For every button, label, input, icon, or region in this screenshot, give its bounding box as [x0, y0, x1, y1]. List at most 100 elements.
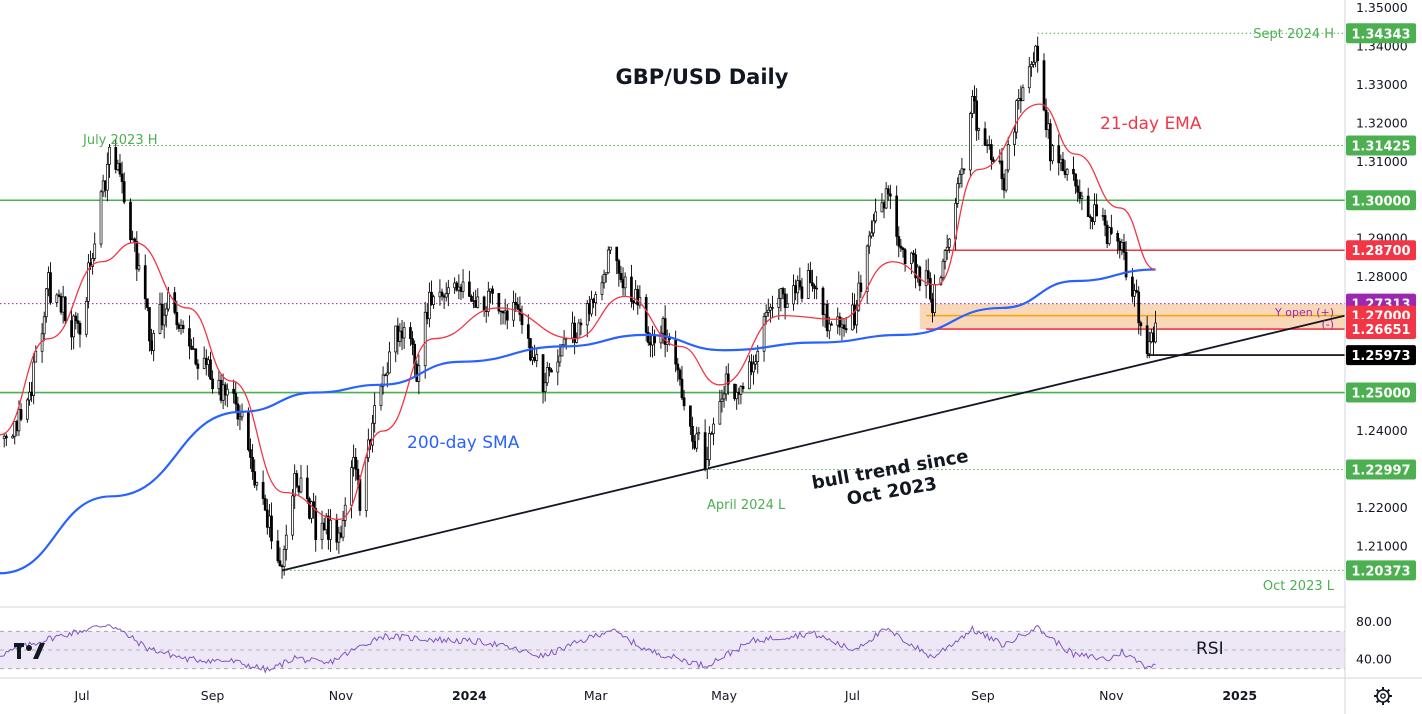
- price-tick-4: 1.31000: [1356, 154, 1408, 169]
- candle-body-103: [308, 498, 311, 519]
- candle-body-99: [295, 473, 299, 487]
- candle-387: [1145, 316, 1149, 359]
- candle-101: [299, 464, 303, 494]
- candle-body-387: [1145, 325, 1149, 354]
- candle-body-368: [1088, 216, 1092, 218]
- candle-body-153: [455, 282, 459, 291]
- candle-body-269: [796, 280, 800, 294]
- price-badge-0: [1346, 23, 1416, 44]
- time-tick-2: Nov: [329, 688, 354, 703]
- candle-body-40: [120, 173, 124, 182]
- candle-body-77: [232, 388, 235, 394]
- candle-128: [381, 366, 385, 395]
- candle-351: [1036, 36, 1040, 73]
- time-tick-7: Sep: [971, 688, 995, 703]
- candle-body-42: [129, 201, 132, 241]
- candle-body-335: [990, 144, 993, 161]
- candle-body-211: [623, 276, 627, 289]
- candle-164: [486, 281, 490, 317]
- candle-body-113: [337, 532, 341, 543]
- candle-156: [461, 269, 465, 299]
- candle-330: [975, 88, 979, 141]
- candle-55: [164, 302, 168, 328]
- candle-274: [811, 269, 814, 292]
- candle-body-91: [270, 515, 273, 542]
- candle-body-228: [676, 363, 680, 371]
- candle-308: [912, 250, 915, 263]
- candle-body-195: [577, 322, 581, 339]
- candle-341: [1006, 136, 1010, 173]
- candle-24: [74, 311, 78, 330]
- candle-body-159: [472, 300, 475, 302]
- candle-body-53: [160, 303, 164, 326]
- candle-body-90: [268, 515, 271, 528]
- candle-10: [32, 352, 36, 405]
- candle-295: [872, 213, 875, 237]
- candle-body-142: [423, 311, 427, 367]
- candle-151: [446, 279, 450, 307]
- candle-35: [105, 152, 109, 202]
- sma200-line: [0, 268, 1156, 575]
- candle-body-213: [632, 301, 635, 304]
- candle-body-207: [615, 246, 619, 262]
- candle-349: [1032, 52, 1035, 68]
- candle-259: [766, 298, 770, 317]
- candle-body-388: [1147, 341, 1151, 354]
- candle-body-130: [385, 372, 389, 376]
- candle-body-358: [1059, 158, 1063, 164]
- candle-277: [821, 286, 825, 327]
- price-axis[interactable]: 1.350001.340001.330001.320001.310001.290…: [1346, 0, 1416, 581]
- time-axis[interactable]: Jul Sep Nov 2024 Mar May Jul Sep Nov 2025: [74, 688, 1258, 703]
- candle-body-292: [865, 245, 869, 292]
- candle-78: [234, 381, 238, 412]
- candle-208: [617, 258, 621, 287]
- candle-body-58: [175, 312, 179, 326]
- candle-body-6: [19, 409, 23, 420]
- candle-99: [295, 470, 299, 489]
- candle-body-66: [196, 363, 200, 369]
- candle-body-162: [482, 296, 486, 311]
- candle-104: [310, 500, 313, 524]
- candle-body-233: [691, 425, 694, 442]
- price-tick-2: 1.33000: [1356, 77, 1408, 92]
- bull-trendline: [281, 314, 1346, 572]
- candle-body-350: [1034, 45, 1037, 63]
- candle-body-210: [621, 279, 625, 289]
- candle-16: [49, 262, 52, 305]
- candle-body-289: [855, 309, 859, 326]
- candle-246: [726, 363, 730, 395]
- candle-367: [1086, 187, 1090, 218]
- candle-body-8: [28, 391, 31, 401]
- candle-body-131: [388, 351, 391, 374]
- candle-body-354: [1046, 123, 1050, 131]
- rsi-axis[interactable]: 80.00 40.00: [1356, 614, 1392, 666]
- candle-body-241: [712, 423, 715, 434]
- candle-body-212: [630, 276, 633, 302]
- candle-body-384: [1135, 290, 1138, 293]
- candle-241: [712, 417, 715, 446]
- candle-88: [263, 494, 267, 512]
- candle-body-253: [750, 361, 753, 373]
- candle-body-189: [560, 344, 564, 357]
- chart-title: GBP/USD Daily: [616, 65, 789, 89]
- candle-body-262: [777, 297, 781, 308]
- candle-body-160: [474, 300, 478, 308]
- moving-averages-layer: [0, 103, 1156, 575]
- candle-138: [411, 331, 414, 356]
- candle-body-205: [606, 249, 610, 274]
- candle-body-277: [821, 287, 825, 315]
- candle-body-308: [912, 252, 915, 256]
- candle-body-338: [1000, 160, 1004, 179]
- gear-icon[interactable]: [1374, 687, 1392, 705]
- candle-body-297: [880, 202, 884, 213]
- candle-306: [903, 247, 907, 272]
- candle-376: [1110, 214, 1113, 235]
- candle-264: [781, 286, 785, 300]
- candle-381: [1124, 240, 1128, 281]
- candle-body-288: [853, 304, 856, 326]
- candle-76: [225, 383, 229, 408]
- candle-body-366: [1080, 195, 1084, 199]
- candle-303: [897, 226, 901, 258]
- candle-32: [99, 189, 103, 248]
- candle-body-76: [225, 388, 229, 396]
